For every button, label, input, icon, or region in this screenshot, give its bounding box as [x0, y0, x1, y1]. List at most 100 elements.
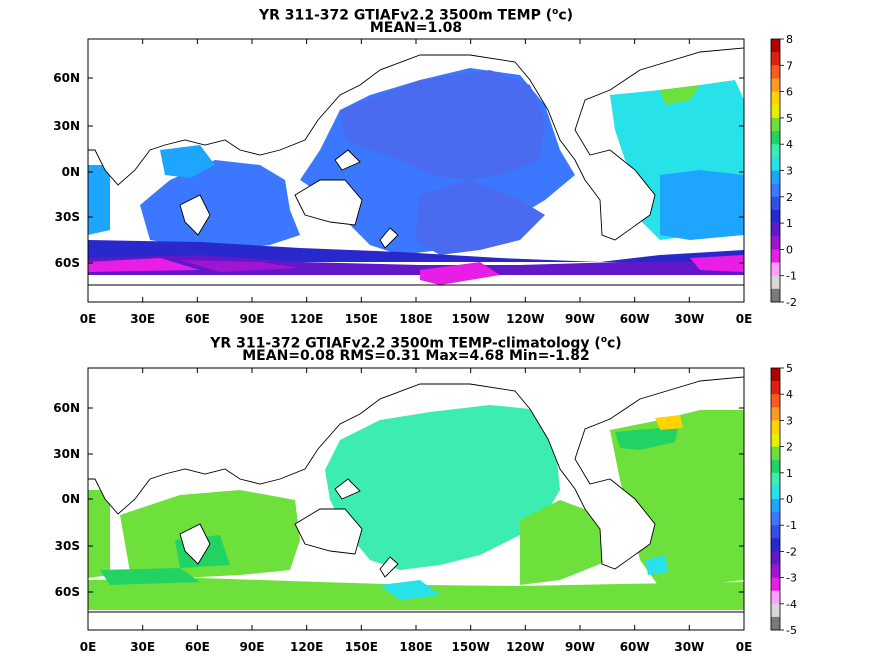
panel2-stats: MEAN=0.08 RMS=0.31 Max=4.68 Min=-1.82: [242, 348, 590, 364]
lat-label: 60N: [53, 401, 80, 415]
lon-label: 0E: [736, 640, 753, 654]
colorbar-label: -2: [786, 296, 797, 309]
colorbar-label: 3: [786, 165, 793, 178]
colorbar-label: 5: [786, 112, 793, 125]
colorbar-swatch: [771, 91, 780, 106]
colorbar-swatch: [771, 249, 780, 263]
colorbar-swatch: [771, 39, 780, 53]
panel2-colorbar: 5 4 3 2 1 0 -1 -2 -3 -4 -5: [770, 362, 797, 637]
lon-label: 90E: [240, 640, 265, 654]
colorbar-swatch: [771, 368, 780, 382]
colorbar-swatch: [771, 616, 780, 631]
panel1-map: [87, 38, 745, 303]
lon-label: 150W: [452, 312, 490, 326]
colorbar-label: 4: [786, 388, 793, 401]
lat-label: 0N: [62, 165, 80, 179]
colorbar-swatch: [771, 157, 780, 171]
lat-label: 60S: [55, 585, 80, 599]
panel1-stats: MEAN=1.08: [369, 20, 463, 36]
lon-label: 0E: [80, 640, 97, 654]
colorbar-label: -1: [786, 270, 797, 283]
colorbar-swatch: [771, 420, 780, 434]
colorbar-label: 4: [786, 138, 793, 151]
colorbar-swatch: [771, 512, 780, 526]
colorbar-swatch: [771, 275, 780, 290]
lon-label: 30W: [674, 640, 704, 654]
colorbar-label: 0: [786, 243, 793, 256]
lon-label: 30E: [130, 312, 155, 326]
lat-label: 30S: [55, 210, 80, 224]
lon-label: 60E: [185, 312, 210, 326]
colorbar-swatch: [771, 472, 780, 487]
lon-label: 60W: [620, 640, 650, 654]
colorbar-label: 0: [786, 493, 793, 506]
colorbar-swatch: [771, 551, 780, 565]
lon-label: 90W: [565, 640, 595, 654]
colorbar-label: 7: [786, 59, 793, 72]
lat-label: 0N: [62, 492, 80, 506]
lon-label: 120E: [290, 640, 323, 654]
lat-label: 30S: [55, 539, 80, 553]
colorbar-swatch: [771, 209, 780, 224]
lon-label: 90E: [240, 312, 265, 326]
colorbar-swatch: [771, 538, 780, 552]
colorbar-label: 3: [786, 414, 793, 427]
colorbar-swatch: [771, 183, 780, 198]
lon-label: 120W: [506, 640, 544, 654]
colorbar-swatch: [771, 603, 780, 618]
panel2-title: YR 311-372 GTIAFv2.2 3500m TEMP-climatol…: [210, 335, 622, 352]
colorbar-swatch: [771, 104, 780, 119]
colorbar-swatch: [771, 236, 780, 250]
colorbar-swatch: [771, 590, 780, 605]
colorbar-label: -3: [786, 572, 797, 585]
colorbar-label: 5: [786, 362, 793, 375]
colorbar-swatch: [771, 78, 780, 92]
lat-label: 60S: [55, 256, 80, 270]
colorbar-swatch: [771, 196, 780, 211]
panel2-map: [87, 367, 745, 631]
colorbar-swatch: [771, 131, 780, 145]
lon-label: 180E: [399, 312, 432, 326]
colorbar-label: 8: [786, 33, 793, 46]
colorbar-label: 6: [786, 86, 793, 99]
colorbar-swatch: [771, 65, 780, 79]
lon-label: 120E: [290, 312, 323, 326]
colorbar-swatch: [771, 446, 780, 460]
lon-label: 0E: [736, 312, 753, 326]
lon-label: 30E: [130, 640, 155, 654]
lon-label: 120W: [506, 312, 544, 326]
colorbar-swatch: [771, 288, 780, 303]
panel1-colorbar: 8 7 6 5 4 3 2 1 0 -1 -2: [770, 33, 797, 309]
panel1-ocean-field: [88, 40, 744, 285]
colorbar-swatch: [771, 262, 780, 276]
colorbar-swatch: [771, 170, 780, 184]
colorbar-label: -1: [786, 519, 797, 532]
colorbar-label: 1: [786, 467, 793, 480]
lon-label: 150E: [345, 640, 378, 654]
lon-label: 150E: [345, 312, 378, 326]
colorbar-swatch: [771, 144, 780, 158]
colorbar-swatch: [771, 577, 780, 591]
colorbar-swatch: [771, 381, 780, 395]
colorbar-label: 1: [786, 217, 793, 230]
lon-label: 90W: [565, 312, 595, 326]
colorbar-swatch: [771, 525, 780, 539]
colorbar-label: 2: [786, 191, 793, 204]
panel1-title: YR 311-372 GTIAFv2.2 3500m TEMP (oc): [258, 7, 574, 24]
lat-label: 30N: [53, 119, 80, 133]
lon-label: 150W: [452, 640, 490, 654]
colorbar-swatch: [771, 117, 780, 132]
colorbar-swatch: [771, 223, 780, 237]
colorbar-label: 2: [786, 441, 793, 454]
colorbar-swatch: [771, 407, 780, 421]
lon-label: 30W: [674, 312, 704, 326]
colorbar-swatch: [771, 485, 780, 500]
colorbar-label: -2: [786, 545, 797, 558]
lat-label: 30N: [53, 447, 80, 461]
colorbar-swatch: [771, 52, 780, 66]
colorbar-swatch: [771, 459, 780, 474]
lon-label: 0E: [80, 312, 97, 326]
lon-label: 60W: [620, 312, 650, 326]
colorbar-swatch: [771, 394, 780, 408]
